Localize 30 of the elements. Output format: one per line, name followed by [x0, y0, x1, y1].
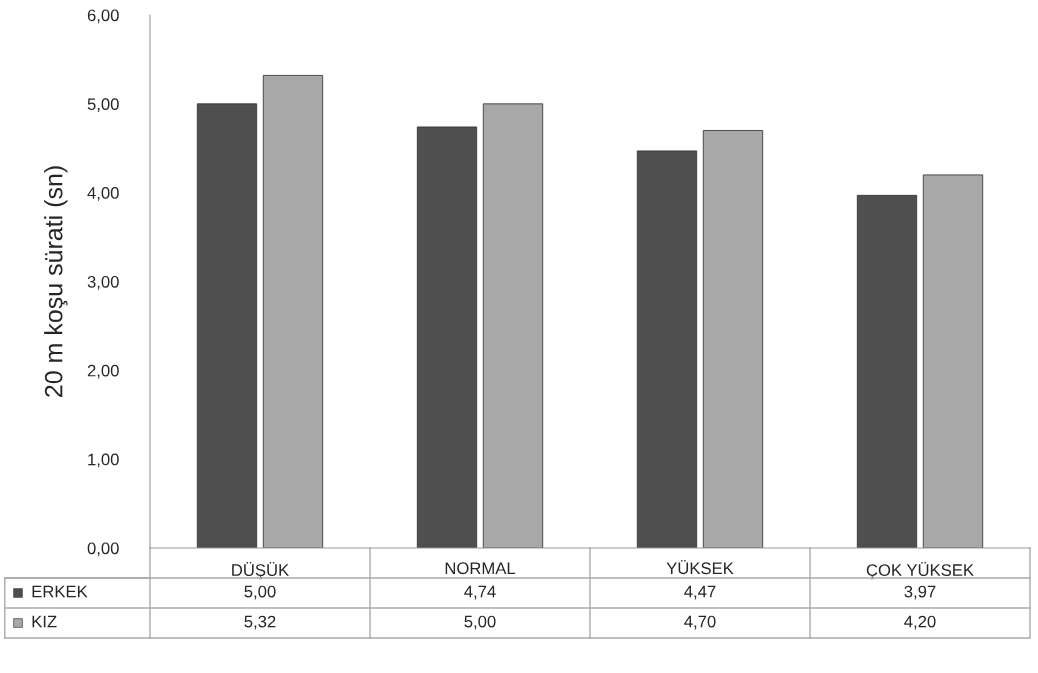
data-label: 3,97 [904, 585, 936, 600]
y-tick-label: 6,00 [87, 9, 119, 24]
y-tick-label: 2,00 [87, 364, 119, 379]
y-tick-label: 4,00 [87, 187, 119, 201]
x-tick-label: NORMAL [445, 562, 516, 575]
x-tick-label: YÜKSEK [666, 560, 734, 575]
x-tick-label: DÜŞÜK [232, 561, 289, 580]
bar [922, 174, 984, 548]
legend-label: ERKEK [32, 585, 88, 598]
bar [636, 150, 698, 548]
bar [482, 103, 544, 548]
y-axis-title: 20 m koşu sürati (sn) [44, 166, 68, 397]
data-label: 5,32 [244, 615, 276, 630]
y-tick-label: 0,00 [87, 542, 119, 557]
y-tick-label: 3,00 [87, 275, 119, 290]
y-tick-label: 1,00 [88, 453, 119, 468]
data-label: 4,74 [464, 585, 496, 600]
data-label: 4,20 [904, 615, 936, 630]
bar [196, 103, 258, 548]
data-label: 5,00 [464, 615, 496, 630]
data-label: 4,47 [684, 585, 716, 600]
bar [262, 74, 324, 548]
legend-label: KIZ [32, 615, 57, 628]
data-label: 4,70 [684, 615, 716, 630]
bar [856, 194, 918, 548]
data-label: 5,00 [244, 585, 276, 600]
y-tick-label: 5,00 [87, 98, 119, 113]
x-tick-label: ÇOK YÜKSEK [866, 561, 974, 580]
bar [702, 130, 764, 548]
bar [416, 126, 478, 548]
